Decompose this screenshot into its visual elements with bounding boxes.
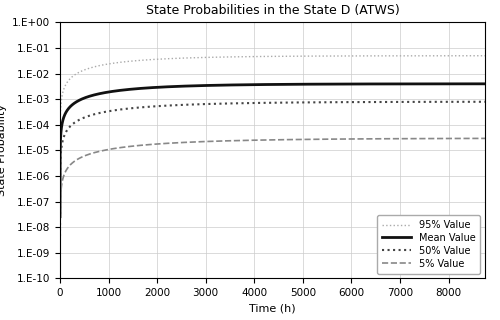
- 95% Value: [374, 54, 380, 58]
- 50% Value: [482, 100, 488, 104]
- 95% Value: [406, 54, 412, 58]
- Line: 5% Value: 5% Value: [60, 139, 485, 269]
- 95% Value: [220, 55, 226, 59]
- 50% Value: [374, 100, 380, 104]
- X-axis label: Time (h): Time (h): [249, 304, 296, 314]
- Mean Value: [312, 82, 318, 86]
- 5% Value: [57, 267, 63, 271]
- Mean Value: [406, 82, 412, 86]
- Line: Mean Value: Mean Value: [60, 84, 485, 217]
- Mean Value: [220, 83, 226, 87]
- 50% Value: [406, 100, 412, 104]
- 50% Value: [57, 234, 63, 238]
- 5% Value: [134, 144, 140, 148]
- Mean Value: [57, 215, 63, 219]
- 95% Value: [482, 54, 488, 58]
- 95% Value: [134, 59, 140, 62]
- 95% Value: [57, 187, 63, 190]
- Title: State Probabilities in the State D (ATWS): State Probabilities in the State D (ATWS…: [146, 4, 400, 17]
- 95% Value: [312, 54, 318, 58]
- Mean Value: [334, 82, 340, 86]
- 95% Value: [334, 54, 340, 58]
- Legend: 95% Value, Mean Value, 50% Value, 5% Value: 95% Value, Mean Value, 50% Value, 5% Val…: [376, 215, 480, 274]
- Line: 95% Value: 95% Value: [60, 56, 485, 188]
- 5% Value: [374, 137, 380, 141]
- 50% Value: [220, 102, 226, 106]
- 50% Value: [334, 100, 340, 104]
- Mean Value: [374, 82, 380, 86]
- 5% Value: [312, 137, 318, 141]
- 5% Value: [334, 137, 340, 141]
- Mean Value: [482, 82, 488, 86]
- 5% Value: [406, 137, 412, 140]
- 50% Value: [134, 106, 140, 110]
- Mean Value: [134, 87, 140, 91]
- 5% Value: [220, 139, 226, 143]
- Line: 50% Value: 50% Value: [60, 102, 485, 236]
- 5% Value: [482, 137, 488, 140]
- Y-axis label: State Probability: State Probability: [0, 104, 6, 196]
- 50% Value: [312, 100, 318, 104]
